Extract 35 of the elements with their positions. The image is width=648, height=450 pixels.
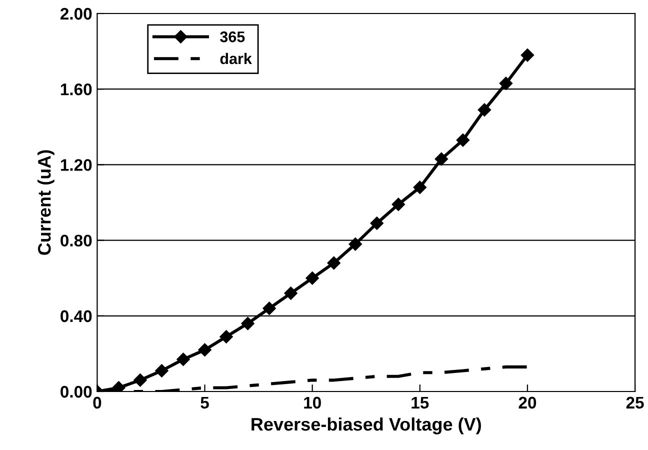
legend-label: dark (220, 52, 252, 64)
x-tick-label: 25 (626, 396, 644, 409)
point (155, 364, 168, 378)
point (370, 216, 384, 230)
y-tick-label: 0.80 (60, 234, 92, 247)
point (176, 352, 190, 366)
y-tick-label: 0.00 (60, 386, 92, 398)
point (220, 330, 233, 344)
x-tick-label: 5 (200, 396, 209, 409)
x-tick-label: 10 (304, 396, 321, 409)
legend-label: 365 (220, 31, 245, 42)
point (262, 302, 276, 315)
x-tick-label: 0 (93, 396, 102, 409)
x-tick-label: 20 (518, 396, 536, 409)
point (499, 76, 513, 90)
point (520, 48, 534, 62)
x-axis-title: Reverse-biased Voltage (V) (252, 417, 481, 434)
point (327, 256, 340, 270)
y-tick-label: 2.00 (60, 8, 92, 20)
point (392, 198, 405, 211)
point (198, 343, 212, 357)
y-tick-label: 1.20 (60, 159, 92, 171)
point (241, 316, 254, 330)
point (134, 374, 147, 387)
point (434, 152, 448, 166)
x-tick-label: 15 (412, 396, 429, 409)
point (348, 237, 362, 251)
point (306, 272, 319, 285)
y-tick-label: 1.60 (60, 84, 92, 96)
point (478, 103, 492, 116)
y-tick-label: 0.40 (60, 310, 92, 322)
point (413, 180, 426, 194)
point (456, 134, 470, 147)
y-axis-title: Current (uA) (38, 150, 54, 255)
point (284, 286, 298, 300)
